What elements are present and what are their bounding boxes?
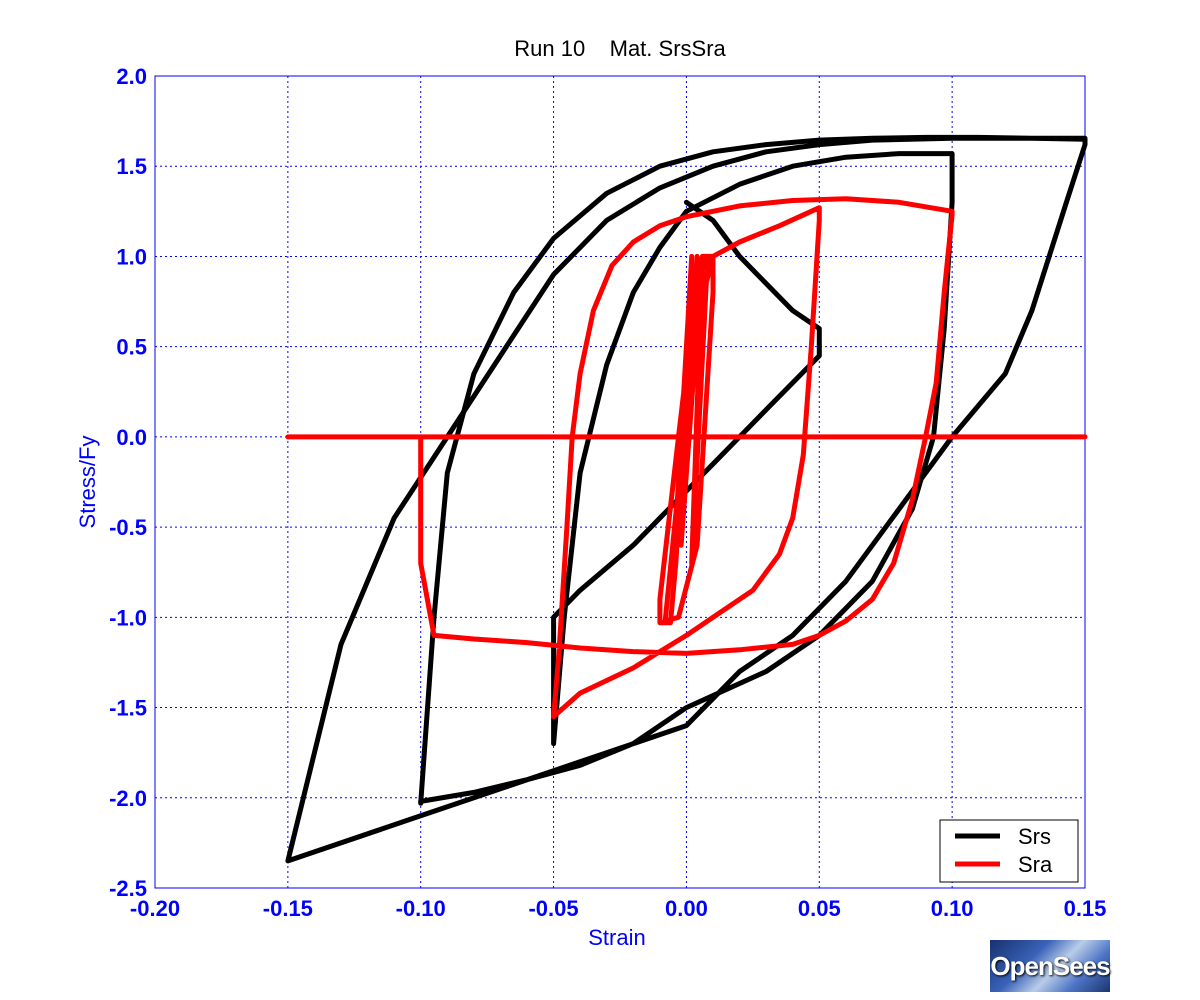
x-tick-label: -0.15 xyxy=(263,896,313,921)
legend-label-sra: Sra xyxy=(1018,852,1053,877)
x-axis-label: Strain xyxy=(588,925,645,950)
y-tick-label: 1.0 xyxy=(116,244,147,269)
y-axis-label: Stress/Fy xyxy=(75,436,100,529)
y-tick-label: 1.5 xyxy=(116,154,147,179)
x-tick-label: 0.15 xyxy=(1064,896,1107,921)
x-tick-label: 0.00 xyxy=(665,896,708,921)
y-tick-label: 0.0 xyxy=(116,425,147,450)
legend-label-srs: Srs xyxy=(1018,824,1051,849)
gridlines xyxy=(154,75,1086,889)
legend-box xyxy=(939,819,1079,883)
logo-text: OpenSees xyxy=(990,950,1110,981)
y-tick-label: 2.0 xyxy=(116,64,147,89)
x-tick-label: -0.10 xyxy=(396,896,446,921)
y-tick-label: -2.0 xyxy=(109,786,147,811)
x-tick-label: -0.20 xyxy=(130,896,180,921)
y-tick-label: 0.5 xyxy=(116,335,147,360)
legend: Srs Sra xyxy=(939,819,1079,883)
y-tick-label: -1.0 xyxy=(109,605,147,630)
opensees-logo: OpenSees xyxy=(990,940,1111,992)
y-tick-label: -0.5 xyxy=(109,515,147,540)
plot-area-frame xyxy=(154,75,1086,889)
series-layer xyxy=(285,134,1088,864)
x-tick-label: -0.05 xyxy=(528,896,578,921)
series-line-sra-loops-2 xyxy=(418,196,955,720)
chart-title: Run 10 Mat. SrsSra xyxy=(514,36,726,61)
y-tick-labels: 2.0 1.5 1.0 0.5 0.0 -0.5 -1.0 -1.5 -2.0 -2.5 xyxy=(109,64,147,901)
x-tick-label: 0.05 xyxy=(798,896,841,921)
x-tick-label: 0.10 xyxy=(931,896,974,921)
y-tick-label: -2.5 xyxy=(109,876,147,901)
x-tick-labels: -0.20 -0.15 -0.10 -0.05 0.00 0.05 0.10 0.15 xyxy=(130,896,1106,921)
y-tick-label: -1.5 xyxy=(109,696,147,721)
